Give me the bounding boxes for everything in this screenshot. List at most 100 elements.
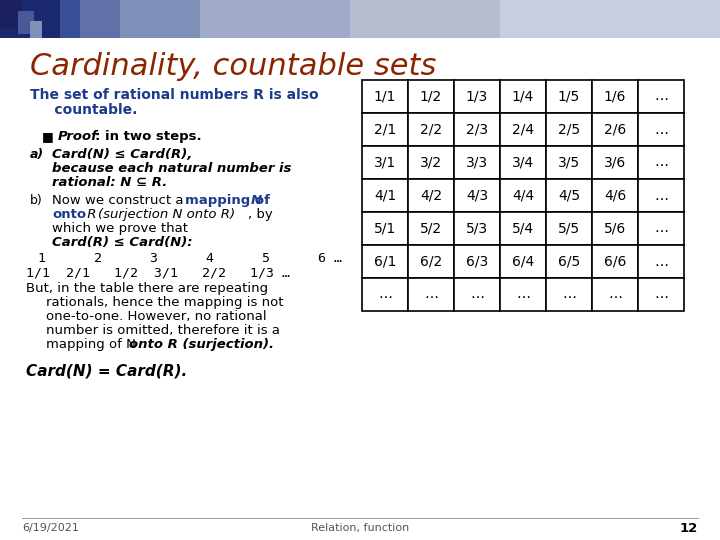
Text: 1/1  2/1   1/2  3/1   2/2   1/3 …: 1/1 2/1 1/2 3/1 2/2 1/3 … xyxy=(26,266,290,279)
Bar xyxy=(362,179,408,212)
Bar xyxy=(80,0,120,38)
Bar xyxy=(408,278,454,311)
Text: 1/4: 1/4 xyxy=(512,90,534,104)
Text: 1/2: 1/2 xyxy=(420,90,442,104)
Text: onto: onto xyxy=(52,208,86,221)
Text: Proof: Proof xyxy=(58,130,98,143)
Text: 4/6: 4/6 xyxy=(604,188,626,202)
Bar xyxy=(638,278,684,311)
Text: 12: 12 xyxy=(680,522,698,535)
Text: …: … xyxy=(654,254,668,268)
Bar xyxy=(638,245,684,278)
Text: 4/5: 4/5 xyxy=(558,188,580,202)
Text: …: … xyxy=(608,287,622,301)
Bar xyxy=(408,146,454,179)
Bar xyxy=(0,0,720,38)
Text: rationals, hence the mapping is not: rationals, hence the mapping is not xyxy=(46,296,284,309)
Bar xyxy=(454,113,500,146)
Text: Cardinality, countable sets: Cardinality, countable sets xyxy=(30,52,436,81)
Text: which we prove that: which we prove that xyxy=(52,222,188,235)
Text: mapping of: mapping of xyxy=(185,194,274,207)
Bar xyxy=(546,179,592,212)
Text: rational: N ⊆ R.: rational: N ⊆ R. xyxy=(52,176,167,189)
Text: Now we construct a: Now we construct a xyxy=(52,194,188,207)
Text: 6/5: 6/5 xyxy=(558,254,580,268)
Text: 6/4: 6/4 xyxy=(512,254,534,268)
Bar xyxy=(500,212,546,245)
Text: 3/4: 3/4 xyxy=(512,156,534,170)
Text: …: … xyxy=(424,287,438,301)
Text: b): b) xyxy=(30,194,42,207)
Text: 3/1: 3/1 xyxy=(374,156,396,170)
Text: Relation, function: Relation, function xyxy=(311,523,409,533)
Text: 1      2      3      4      5      6 …: 1 2 3 4 5 6 … xyxy=(30,252,342,265)
Text: 5/6: 5/6 xyxy=(604,221,626,235)
Bar xyxy=(454,278,500,311)
Bar xyxy=(408,113,454,146)
Bar xyxy=(546,113,592,146)
Bar xyxy=(454,80,500,113)
Text: Card(N) ≤ Card(R),: Card(N) ≤ Card(R), xyxy=(52,148,192,161)
Text: 4/4: 4/4 xyxy=(512,188,534,202)
Text: 5/1: 5/1 xyxy=(374,221,396,235)
Text: …: … xyxy=(470,287,484,301)
Text: number is omitted, therefore it is a: number is omitted, therefore it is a xyxy=(46,324,280,337)
Bar xyxy=(454,146,500,179)
Text: 3/6: 3/6 xyxy=(604,156,626,170)
Text: 3/2: 3/2 xyxy=(420,156,442,170)
Text: ■: ■ xyxy=(42,130,54,143)
Bar xyxy=(592,179,638,212)
Text: 4/3: 4/3 xyxy=(466,188,488,202)
Text: 5/4: 5/4 xyxy=(512,221,534,235)
Bar xyxy=(408,245,454,278)
Bar xyxy=(500,179,546,212)
Text: 2/1: 2/1 xyxy=(374,123,396,137)
Text: …: … xyxy=(654,156,668,170)
Bar xyxy=(546,212,592,245)
Text: onto R (surjection).: onto R (surjection). xyxy=(129,338,274,351)
Text: …: … xyxy=(562,287,576,301)
Bar xyxy=(0,0,60,38)
Text: 6/2: 6/2 xyxy=(420,254,442,268)
Text: …: … xyxy=(654,287,668,301)
Bar xyxy=(546,245,592,278)
Bar xyxy=(638,146,684,179)
Text: mapping of N: mapping of N xyxy=(46,338,140,351)
Text: 4/1: 4/1 xyxy=(374,188,396,202)
Bar xyxy=(362,146,408,179)
Text: 6/6: 6/6 xyxy=(604,254,626,268)
Text: 2/2: 2/2 xyxy=(420,123,442,137)
Text: Card(R) ≤ Card(N):: Card(R) ≤ Card(N): xyxy=(52,236,192,249)
Bar xyxy=(592,113,638,146)
Bar xyxy=(362,278,408,311)
Bar xyxy=(638,179,684,212)
Text: 1/3: 1/3 xyxy=(466,90,488,104)
Bar xyxy=(350,0,500,38)
Bar xyxy=(454,245,500,278)
Text: because each natural number is: because each natural number is xyxy=(52,162,292,175)
Text: R: R xyxy=(83,208,101,221)
Bar xyxy=(592,146,638,179)
Bar xyxy=(408,212,454,245)
Bar xyxy=(638,212,684,245)
Text: 6/3: 6/3 xyxy=(466,254,488,268)
Bar xyxy=(200,0,350,38)
Bar xyxy=(454,179,500,212)
Bar xyxy=(546,146,592,179)
Text: The set of rational numbers R is also: The set of rational numbers R is also xyxy=(30,88,319,102)
Bar xyxy=(60,0,80,38)
Bar xyxy=(500,0,720,38)
Text: …: … xyxy=(378,287,392,301)
Text: 3/3: 3/3 xyxy=(466,156,488,170)
Bar xyxy=(592,80,638,113)
Bar xyxy=(500,278,546,311)
Text: countable.: countable. xyxy=(30,103,138,117)
Bar xyxy=(408,179,454,212)
Text: N: N xyxy=(251,194,262,207)
Bar xyxy=(500,146,546,179)
Text: …: … xyxy=(654,90,668,104)
Text: 6/1: 6/1 xyxy=(374,254,396,268)
Bar xyxy=(362,245,408,278)
Text: 1/1: 1/1 xyxy=(374,90,396,104)
Bar xyxy=(362,212,408,245)
